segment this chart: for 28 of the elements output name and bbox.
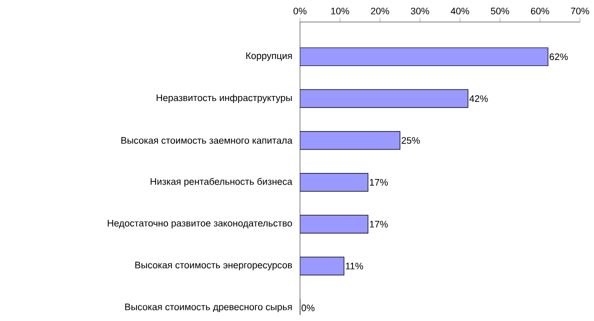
x-tick-label: 10% [331,8,350,14]
y-tick-label: Низкая рентабельность бизнеса [150,178,292,187]
x-tick-label: 60% [531,8,550,14]
y-tick-label: Высокая стоимость энергоресурсов [135,262,292,270]
data-label: 17% [370,179,388,186]
x-tick-label: 70% [571,8,590,14]
x-tick-label: 30% [410,8,430,14]
data-label: 11% [346,262,364,270]
bar [300,214,368,234]
x-tick-label: 0% [294,8,306,14]
y-tick-label: Высокая стоимость древесного сырья [125,304,292,312]
x-tick-label: 20% [370,8,390,14]
x-tick-label: 50% [490,8,510,14]
data-label: 42% [469,95,488,102]
y-tick-label: Неразвитость инфраструктуры [156,94,292,104]
x-tick-label: 40% [450,8,470,14]
bar [300,256,344,276]
y-tick-label: Недостаточно развитое законодательство [108,220,292,228]
bar [300,131,400,150]
data-label: 62% [550,53,568,60]
y-tick-label: Коррупция [246,52,292,61]
data-label: 0% [302,304,315,312]
bar [300,89,468,108]
bar [300,173,368,192]
data-label: 17% [370,220,388,228]
data-label: 25% [402,137,420,144]
bar [300,47,548,66]
y-tick-label: Высокая стоимость заемного капитала [121,137,292,144]
